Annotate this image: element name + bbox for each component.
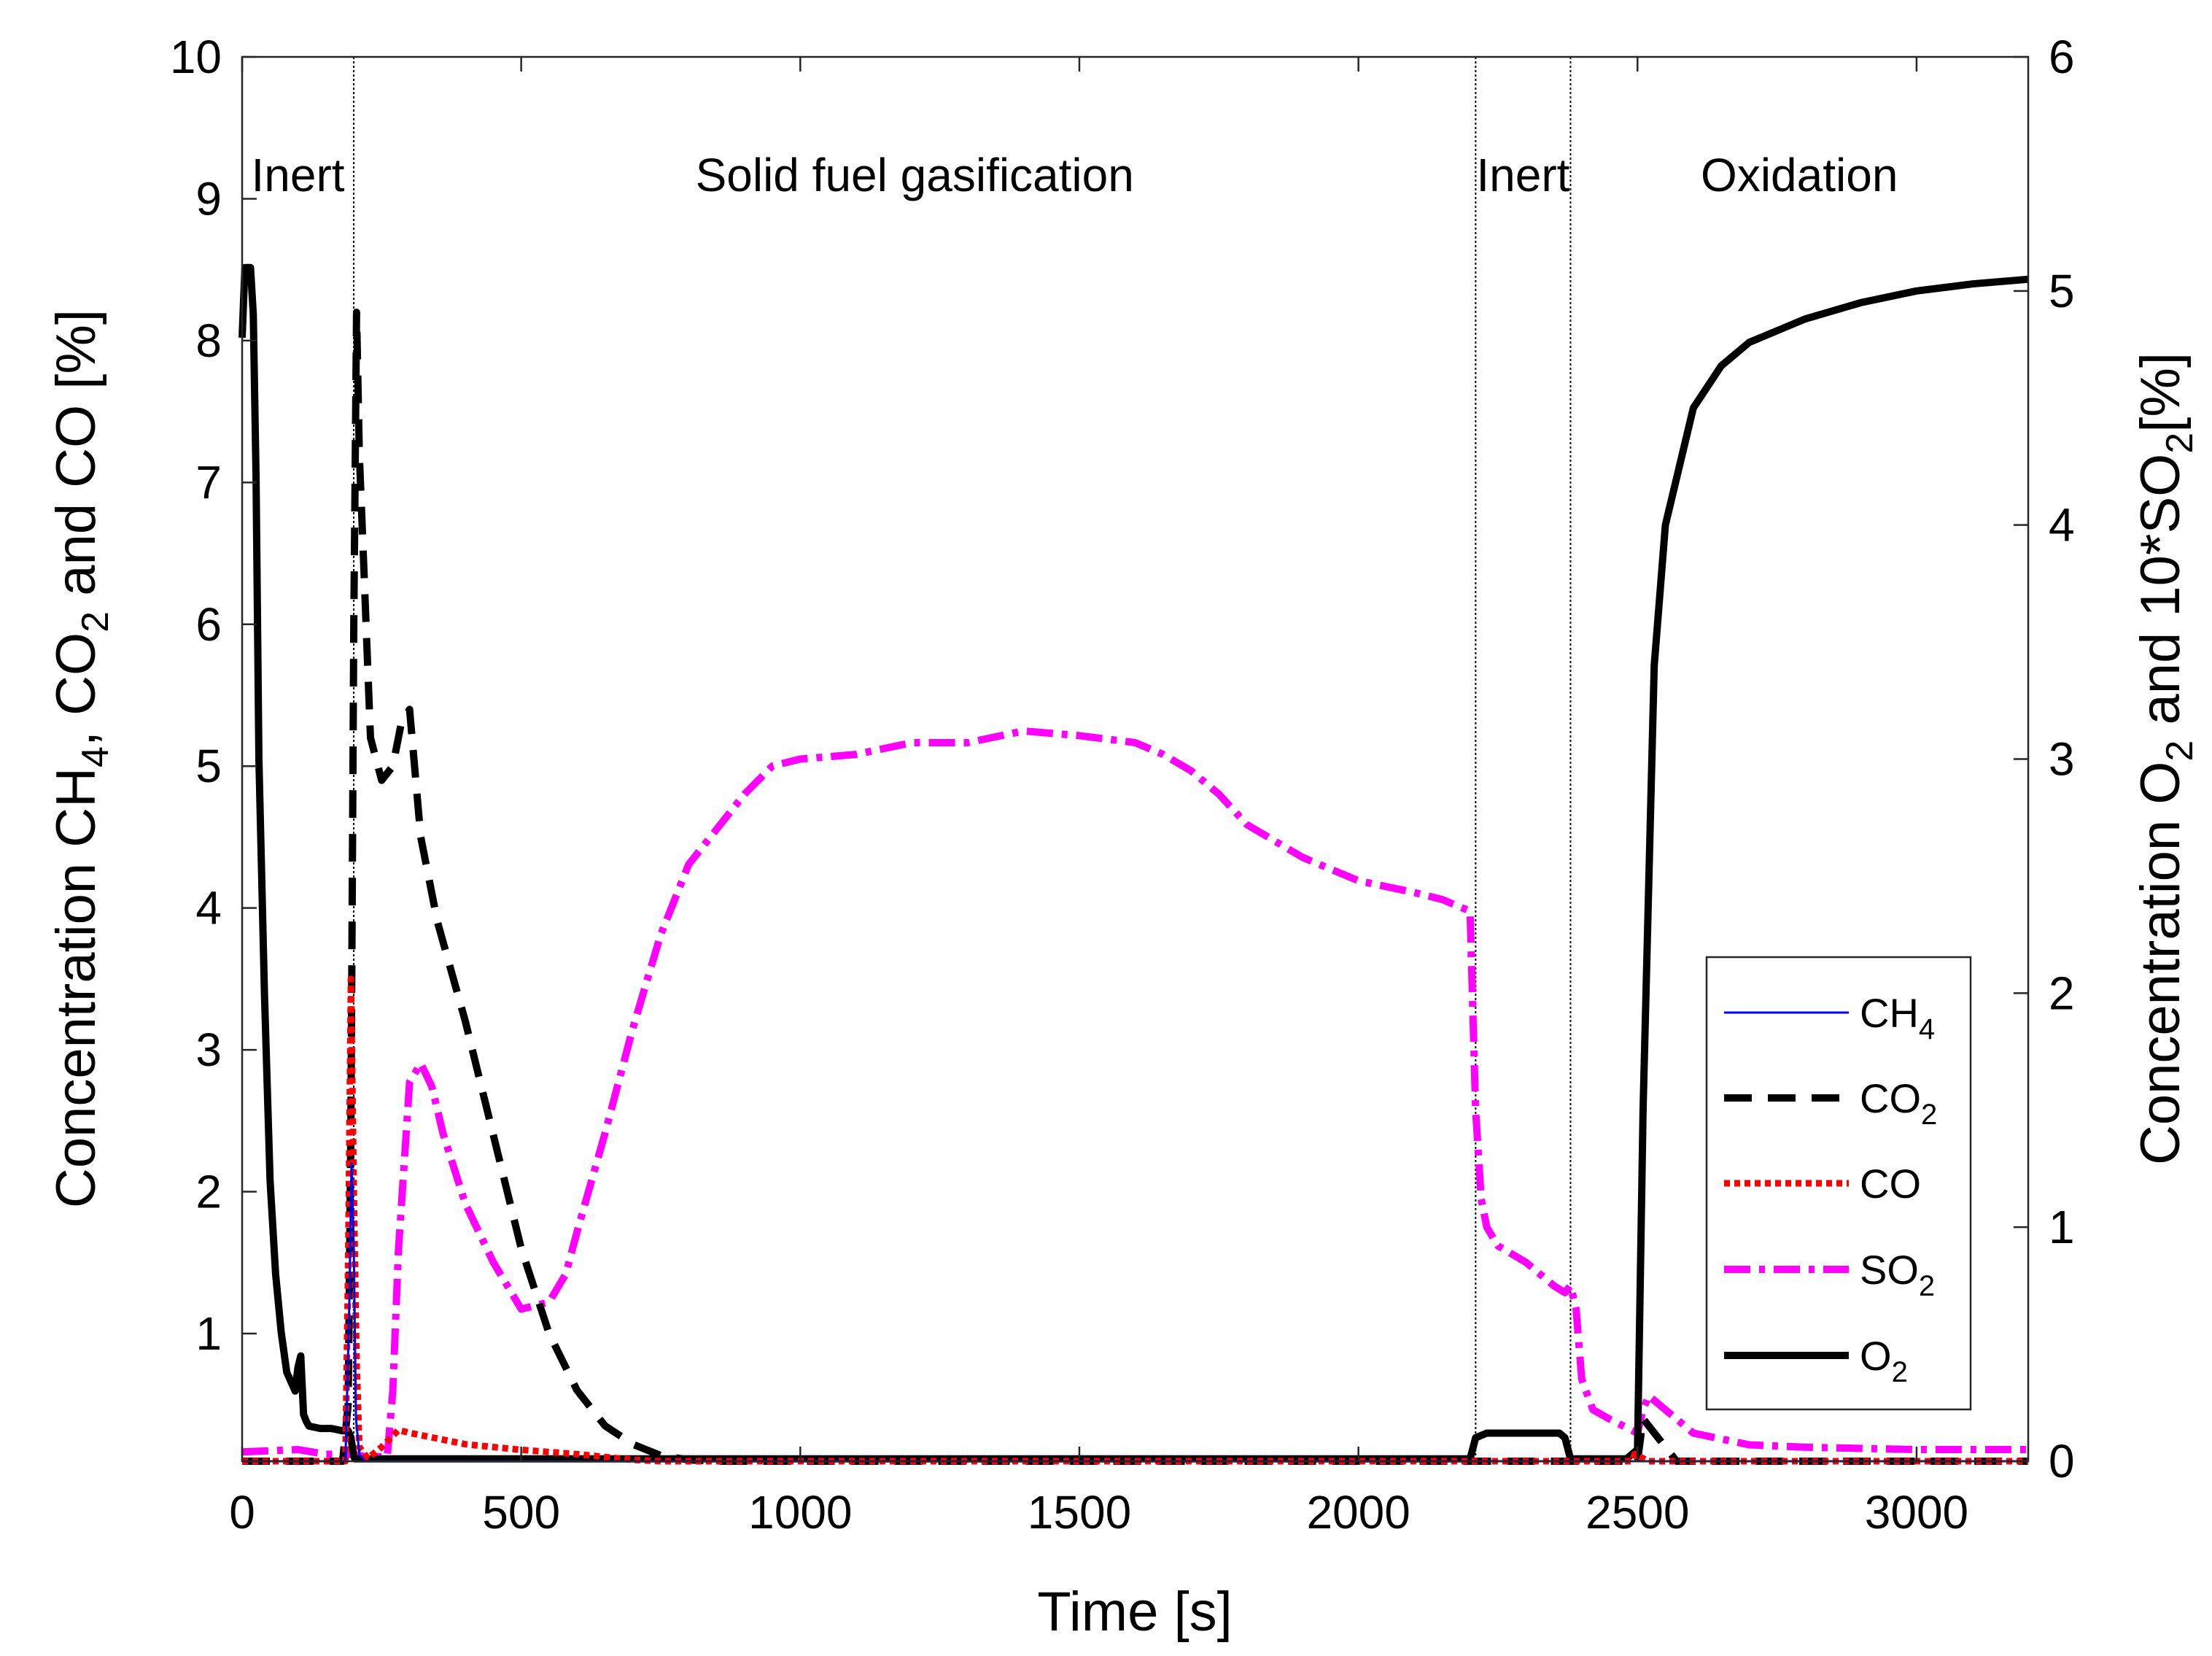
x-tick-label: 2500: [1586, 1486, 1689, 1539]
legend: CH4 CO2 CO SO2 O2: [1705, 956, 1972, 1411]
plot-area: Inert Solid fuel gasification Inert Oxidati…: [238, 55, 2030, 1465]
y-right-title-sub1: 2: [2159, 740, 2201, 762]
y-right-title-sub2: 2: [2159, 433, 2201, 454]
x-axis: 0 500 1000 1500 2000 2500 3000: [229, 57, 1968, 1539]
y-left-tick-label: 1: [195, 1307, 222, 1360]
y-left-tick-label: 8: [195, 314, 222, 367]
y-left-tick-label: 10: [170, 31, 222, 83]
y-axis-right-title: Concentration O2 and 10*SO2[%]: [2130, 352, 2201, 1165]
y-left-title-part3: and CO [%]: [45, 309, 107, 611]
y-axis-left: 1 2 3 4 5 6 7 8 9 10: [170, 31, 257, 1360]
series-layer: [238, 263, 2029, 1465]
y-axis-left-title: Concentration CH4, CO2 and CO [%]: [45, 309, 117, 1208]
y-left-tick-label: 4: [195, 882, 222, 935]
y-left-tick-label: 6: [195, 598, 222, 651]
legend-label-co: CO: [1860, 1161, 1921, 1207]
y-left-tick-label: 2: [195, 1166, 222, 1218]
x-tick-label: 500: [482, 1486, 560, 1539]
phase-label: Inert: [1476, 149, 1569, 201]
legend-label-co2: CO2: [1860, 1075, 1937, 1131]
y-right-tick-label: 0: [2049, 1435, 2075, 1487]
x-tick-label: 1500: [1028, 1486, 1131, 1539]
phase-label: Solid fuel gasification: [696, 149, 1134, 201]
y-left-title-part1: Concentration CH: [45, 767, 107, 1208]
legend-label-o2: O2: [1860, 1333, 1908, 1388]
x-tick-label: 3000: [1865, 1486, 1968, 1539]
y-right-title-part1: Concentration O: [2130, 762, 2192, 1165]
y-left-tick-label: 5: [195, 740, 222, 792]
legend-label-so2: SO2: [1860, 1247, 1935, 1302]
phase-labels: Inert Solid fuel gasification Inert Oxidati…: [252, 149, 1898, 201]
y-right-tick-label: 2: [2049, 967, 2075, 1019]
phase-label: Oxidation: [1701, 149, 1898, 201]
y-left-title-sub1: 4: [74, 746, 117, 767]
series-line-o2: [238, 263, 2029, 1463]
legend-label-ch4: CH4: [1860, 990, 1935, 1045]
y-left-title-part2: , CO: [45, 632, 107, 746]
y-left-tick-label: 3: [195, 1024, 222, 1076]
x-tick-label: 1000: [748, 1486, 852, 1539]
y-right-tick-label: 5: [2049, 265, 2075, 317]
x-tick-label: 0: [229, 1486, 255, 1539]
y-right-title-part2: and 10*SO: [2130, 454, 2192, 740]
y-right-tick-label: 3: [2049, 733, 2075, 786]
y-right-tick-label: 1: [2049, 1201, 2075, 1253]
y-right-title-part3: [%]: [2130, 352, 2192, 433]
y-right-tick-label: 6: [2049, 31, 2075, 83]
phase-label: Inert: [252, 149, 345, 201]
series-line-so2: [241, 727, 2028, 1460]
y-right-tick-label: 4: [2049, 499, 2075, 552]
x-axis-title: Time [s]: [1037, 1581, 1232, 1643]
y-left-tick-label: 9: [195, 172, 222, 225]
y-left-tick-label: 7: [195, 456, 222, 508]
y-left-title-sub2: 2: [74, 611, 117, 632]
x-tick-label: 2000: [1306, 1486, 1410, 1539]
y-axis-right: 0 1 2 3 4 5 6: [2014, 31, 2075, 1487]
